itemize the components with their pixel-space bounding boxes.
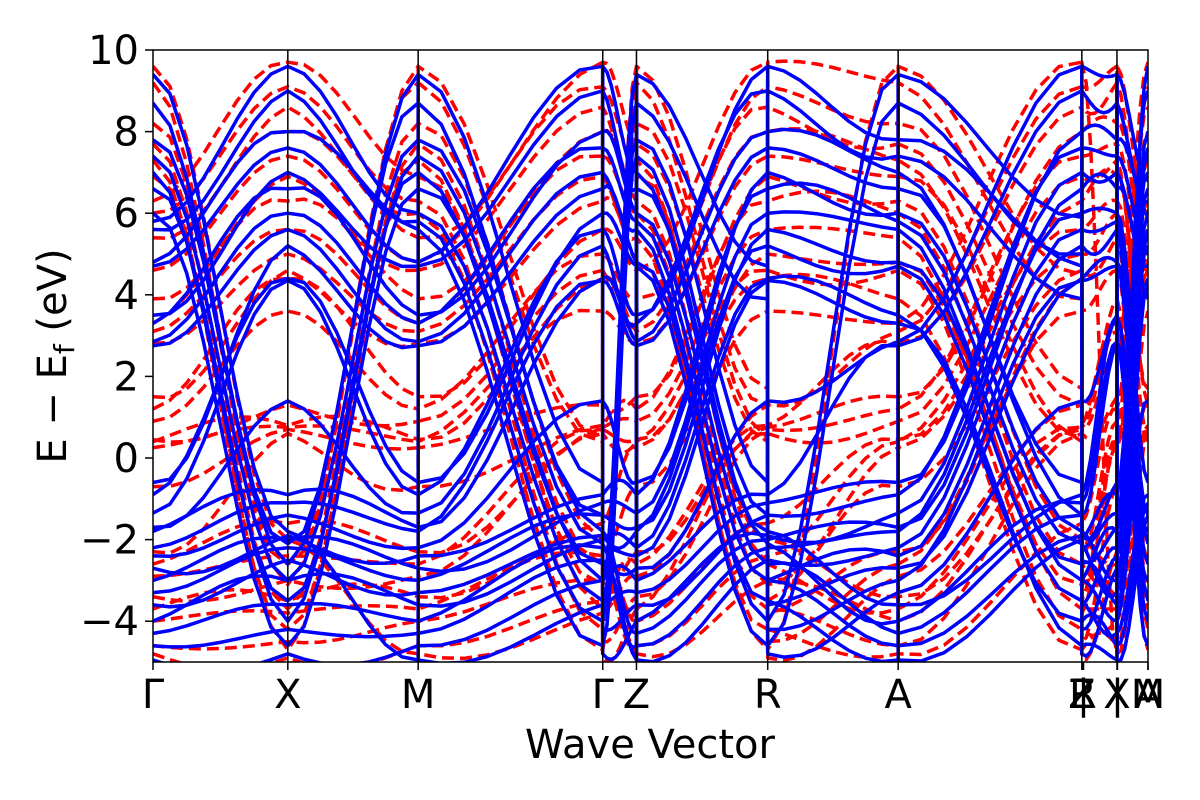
x-axis: Γ X M Γ Z R A ZR| X| MA [142,662,1165,718]
y-tick-label: 0 [114,436,139,482]
x-tick-label: A [1134,672,1162,718]
x-tick-label: | [1111,672,1124,718]
kpoint-divider-lines [287,50,1118,662]
band-line [153,424,1148,623]
y-tick-label: 8 [114,110,139,156]
y-axis-label: E − Ef (eV) [30,248,81,463]
band-line [153,228,1148,489]
band-line [153,72,1148,662]
band-line [153,89,1148,648]
band-line [153,72,1148,648]
x-tick-label: M [401,672,436,718]
band-line [153,245,1148,583]
y-tick-label: 2 [114,354,139,400]
band-line [153,59,1148,656]
band-line [153,84,1148,652]
band-line [153,171,1148,534]
y-tick-label: −4 [80,599,139,645]
y-tick-label: 10 [88,28,139,74]
plot-frame [152,49,1149,663]
band-line [153,426,1148,651]
band-line [153,84,1148,651]
band-line [153,399,1148,623]
band-line [153,229,1148,576]
x-tick-label: Z [623,672,650,718]
x-tick-label: Z [1068,672,1095,718]
band-line [153,90,1148,497]
band-line [153,72,1148,650]
band-line [153,86,1148,400]
band-line [153,64,1148,623]
band-line [153,277,1148,595]
band-line [153,280,1148,609]
series-solid-blue [153,64,1148,662]
x-tick-label: R [754,672,782,718]
y-tick-label: 6 [114,191,139,237]
x-tick-label: A [884,672,912,718]
band-line [153,101,1148,662]
band-line [153,64,1148,623]
bands-layer [153,59,1148,662]
x-tick-label: X [274,672,301,718]
x-tick-label: | [1077,672,1090,718]
y-axis: −4 −2 0 2 4 6 8 10 [80,28,153,645]
x-tick-label: M [1131,672,1166,718]
x-tick-label: X [1103,672,1130,718]
y-tick-label: 4 [114,273,139,319]
x-tick-label: Γ [592,672,615,718]
band-line [153,101,1148,662]
band-line [153,64,1148,652]
band-line [153,147,1148,530]
x-tick-label: Γ [142,672,165,718]
y-tick-label: −2 [80,518,139,564]
x-axis-label: Wave Vector [525,722,776,768]
band-line [153,65,1148,485]
x-tick-label: R [1069,672,1097,718]
